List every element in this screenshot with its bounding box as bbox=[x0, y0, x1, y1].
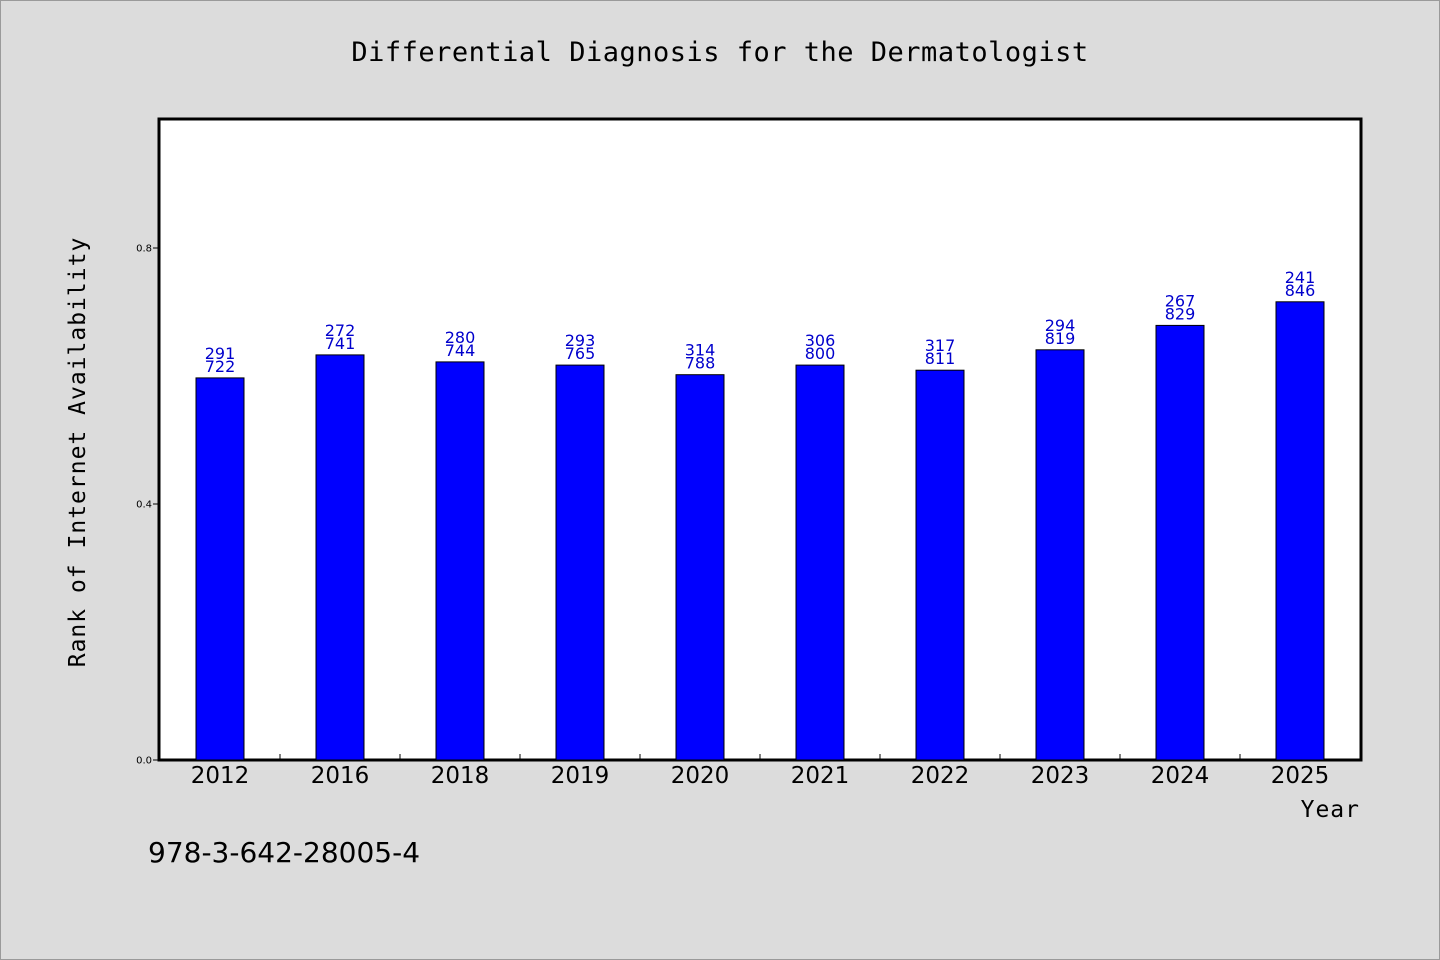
x-tick-label: 2019 bbox=[551, 763, 610, 789]
x-axis-title: Year bbox=[1301, 797, 1360, 823]
y-axis-title: Rank of Internet Availability bbox=[65, 237, 91, 668]
bar-value-label: 291 bbox=[205, 344, 236, 363]
x-tick-label: 2018 bbox=[431, 763, 490, 789]
bar-value-label: 800 bbox=[805, 344, 836, 363]
bar-value-label: 280 bbox=[445, 328, 476, 347]
bar-value-label: 829 bbox=[1165, 304, 1196, 323]
bar-value-label: 811 bbox=[925, 349, 956, 368]
x-tick-label: 2016 bbox=[311, 763, 370, 789]
bar-value-label: 788 bbox=[685, 354, 716, 373]
bar-value-label: 722 bbox=[205, 357, 236, 376]
y-axis-ticks: 0.0 0.4 0.8 bbox=[136, 244, 160, 767]
bar-value-label: 272 bbox=[325, 321, 356, 340]
bar-2020 bbox=[675, 374, 725, 761]
bar-value-label: 314 bbox=[685, 341, 716, 360]
bar-2025 bbox=[1275, 301, 1325, 761]
x-tick-label: 2021 bbox=[791, 763, 850, 789]
x-axis-ticks: 2012 2016 2018 2019 2020 2021 2022 2023 2024 2025 bbox=[191, 754, 1330, 789]
bar-2021 bbox=[795, 364, 845, 761]
bar-2012 bbox=[195, 377, 245, 761]
y-tick-label: 0.0 bbox=[136, 756, 152, 767]
bar-value-label: 306 bbox=[805, 331, 836, 350]
x-tick-label: 2020 bbox=[671, 763, 730, 789]
bar-2023 bbox=[1035, 349, 1085, 761]
bar-value-label: 241 bbox=[1285, 268, 1316, 287]
bar-value-label: 744 bbox=[445, 341, 476, 360]
bar-value-label: 267 bbox=[1165, 291, 1196, 310]
bar-value-label: 294 bbox=[1045, 316, 1076, 335]
bar-2024 bbox=[1155, 324, 1205, 761]
x-tick-label: 2023 bbox=[1031, 763, 1090, 789]
x-tick-label: 2022 bbox=[911, 763, 970, 789]
y-tick-label: 0.4 bbox=[136, 500, 152, 511]
isbn-footer: 978-3-642-28005-4 bbox=[148, 836, 420, 869]
bar-value-label: 317 bbox=[925, 336, 956, 355]
x-tick-label: 2025 bbox=[1271, 763, 1330, 789]
bar-2019 bbox=[555, 364, 605, 761]
bar-value-label: 741 bbox=[325, 334, 356, 353]
bar-2022 bbox=[915, 369, 965, 761]
y-tick-label: 0.8 bbox=[136, 244, 152, 255]
bar-value-label: 819 bbox=[1045, 329, 1076, 348]
chart-title: Differential Diagnosis for the Dermatolo… bbox=[351, 37, 1088, 68]
bar-2018 bbox=[435, 361, 485, 761]
x-tick-label: 2024 bbox=[1151, 763, 1210, 789]
bar-value-label: 846 bbox=[1285, 281, 1316, 300]
bar-value-label: 765 bbox=[565, 344, 596, 363]
x-tick-label: 2012 bbox=[191, 763, 250, 789]
bar-2016 bbox=[315, 354, 365, 761]
bar-value-label: 293 bbox=[565, 331, 596, 350]
bars-group bbox=[195, 301, 1325, 761]
